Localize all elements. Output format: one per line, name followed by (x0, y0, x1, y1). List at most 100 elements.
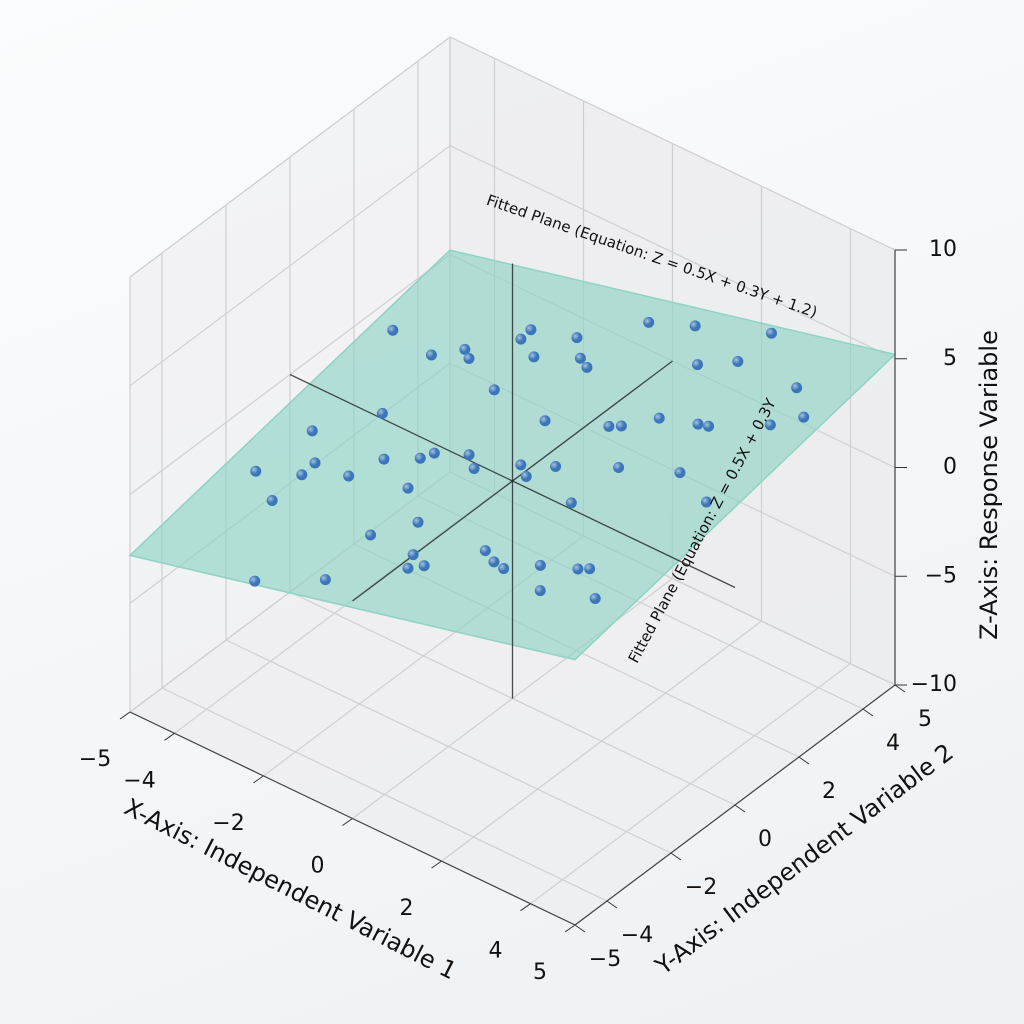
grid-line (449, 36, 896, 251)
y-tick-mark (670, 852, 682, 861)
point-highlight (550, 460, 562, 472)
point-highlight (402, 482, 414, 494)
x-tick-label: −4 (123, 768, 155, 793)
x-tick-mark (253, 775, 264, 784)
point-highlight (643, 316, 655, 328)
point-highlight (732, 355, 744, 367)
point-highlight (701, 496, 712, 508)
grid-line (449, 145, 896, 360)
point-highlight (250, 465, 262, 477)
point-highlight (703, 420, 715, 432)
point-highlight (764, 419, 776, 431)
point-highlight (414, 452, 426, 464)
point-highlight (525, 324, 537, 336)
x-tick-label: 2 (400, 896, 414, 921)
point-highlight (459, 343, 471, 355)
point-highlight (479, 545, 491, 557)
z-tick-label: 10 (929, 237, 957, 262)
y-tick-label: 0 (758, 827, 772, 852)
point-highlight (689, 320, 701, 332)
x-tick-label: −5 (79, 747, 111, 772)
point-highlight (296, 469, 308, 481)
point-highlight (343, 470, 355, 482)
axis-line (574, 684, 896, 926)
point-highlight (463, 353, 475, 365)
x-tick-mark (520, 903, 531, 912)
axis-line (129, 711, 576, 926)
point-highlight (365, 529, 377, 541)
point-highlight (428, 447, 440, 459)
z-tick-label: 5 (943, 346, 957, 371)
point-highlight (571, 332, 583, 344)
y-tick-mark (606, 900, 618, 909)
z-tick-label: −5 (925, 563, 957, 588)
point-highlight (692, 359, 703, 371)
x-tick-mark (564, 924, 576, 933)
point-highlight (613, 461, 625, 473)
point-highlight (581, 361, 593, 373)
z-axis-label: Z-Axis: Response Variable (975, 330, 1003, 640)
point-highlight (498, 563, 510, 575)
point-highlight (534, 585, 546, 597)
point-highlight (674, 467, 686, 479)
y-tick-label: −4 (621, 923, 653, 948)
point-highlight (574, 352, 586, 364)
point-highlight (249, 575, 261, 587)
points (249, 316, 810, 604)
point-highlight (615, 420, 627, 432)
point-highlight (692, 418, 704, 430)
point-highlight (528, 351, 540, 363)
point-highlight (378, 453, 390, 465)
point-highlight (407, 549, 419, 561)
point-highlight (309, 457, 321, 469)
x-tick-label: −2 (212, 811, 244, 836)
point-highlight (468, 462, 480, 474)
z-tick-label: 0 (943, 455, 957, 480)
y-tick-mark (862, 708, 874, 717)
x-tick-label: 4 (489, 939, 503, 964)
y-tick-mark (894, 684, 906, 693)
z-tick-label: −10 (911, 672, 957, 697)
y-tick-mark (798, 756, 810, 765)
grid-line (225, 639, 672, 854)
point-highlight (766, 327, 777, 339)
x-tick-mark (119, 711, 131, 720)
y-tick-mark (574, 924, 586, 933)
point-highlight (306, 425, 318, 437)
y-tick-label: −5 (589, 947, 621, 972)
y-tick-label: 5 (918, 707, 932, 732)
point-highlight (520, 470, 532, 482)
point-highlight (539, 415, 551, 427)
point-highlight (412, 516, 424, 528)
x-tick-label: 0 (311, 854, 325, 879)
point-highlight (791, 382, 803, 394)
grid-line (161, 687, 608, 902)
point-highlight (488, 384, 500, 396)
point-highlight (565, 497, 577, 509)
point-highlight (584, 563, 596, 575)
point-highlight (798, 411, 810, 423)
y-tick-label: 4 (886, 731, 900, 756)
point-highlight (376, 407, 388, 419)
point-highlight (266, 494, 278, 506)
grid-line (129, 145, 451, 387)
point-highlight (572, 563, 584, 575)
point-highlight (515, 459, 527, 471)
x-tick-label: 5 (533, 960, 547, 985)
y-tick-mark (734, 804, 746, 813)
y-tick-label: −2 (685, 875, 717, 900)
x-tick-mark (342, 818, 353, 826)
x-tick-mark (164, 732, 175, 741)
point-highlight (387, 324, 399, 336)
point-highlight (425, 349, 437, 361)
point-highlight (515, 333, 527, 345)
grid-line (129, 36, 451, 278)
point-highlight (402, 562, 414, 574)
point-highlight (319, 574, 331, 586)
point-highlight (534, 559, 546, 571)
point-highlight (589, 592, 601, 604)
point-highlight (603, 420, 615, 432)
point-highlight (488, 556, 500, 568)
